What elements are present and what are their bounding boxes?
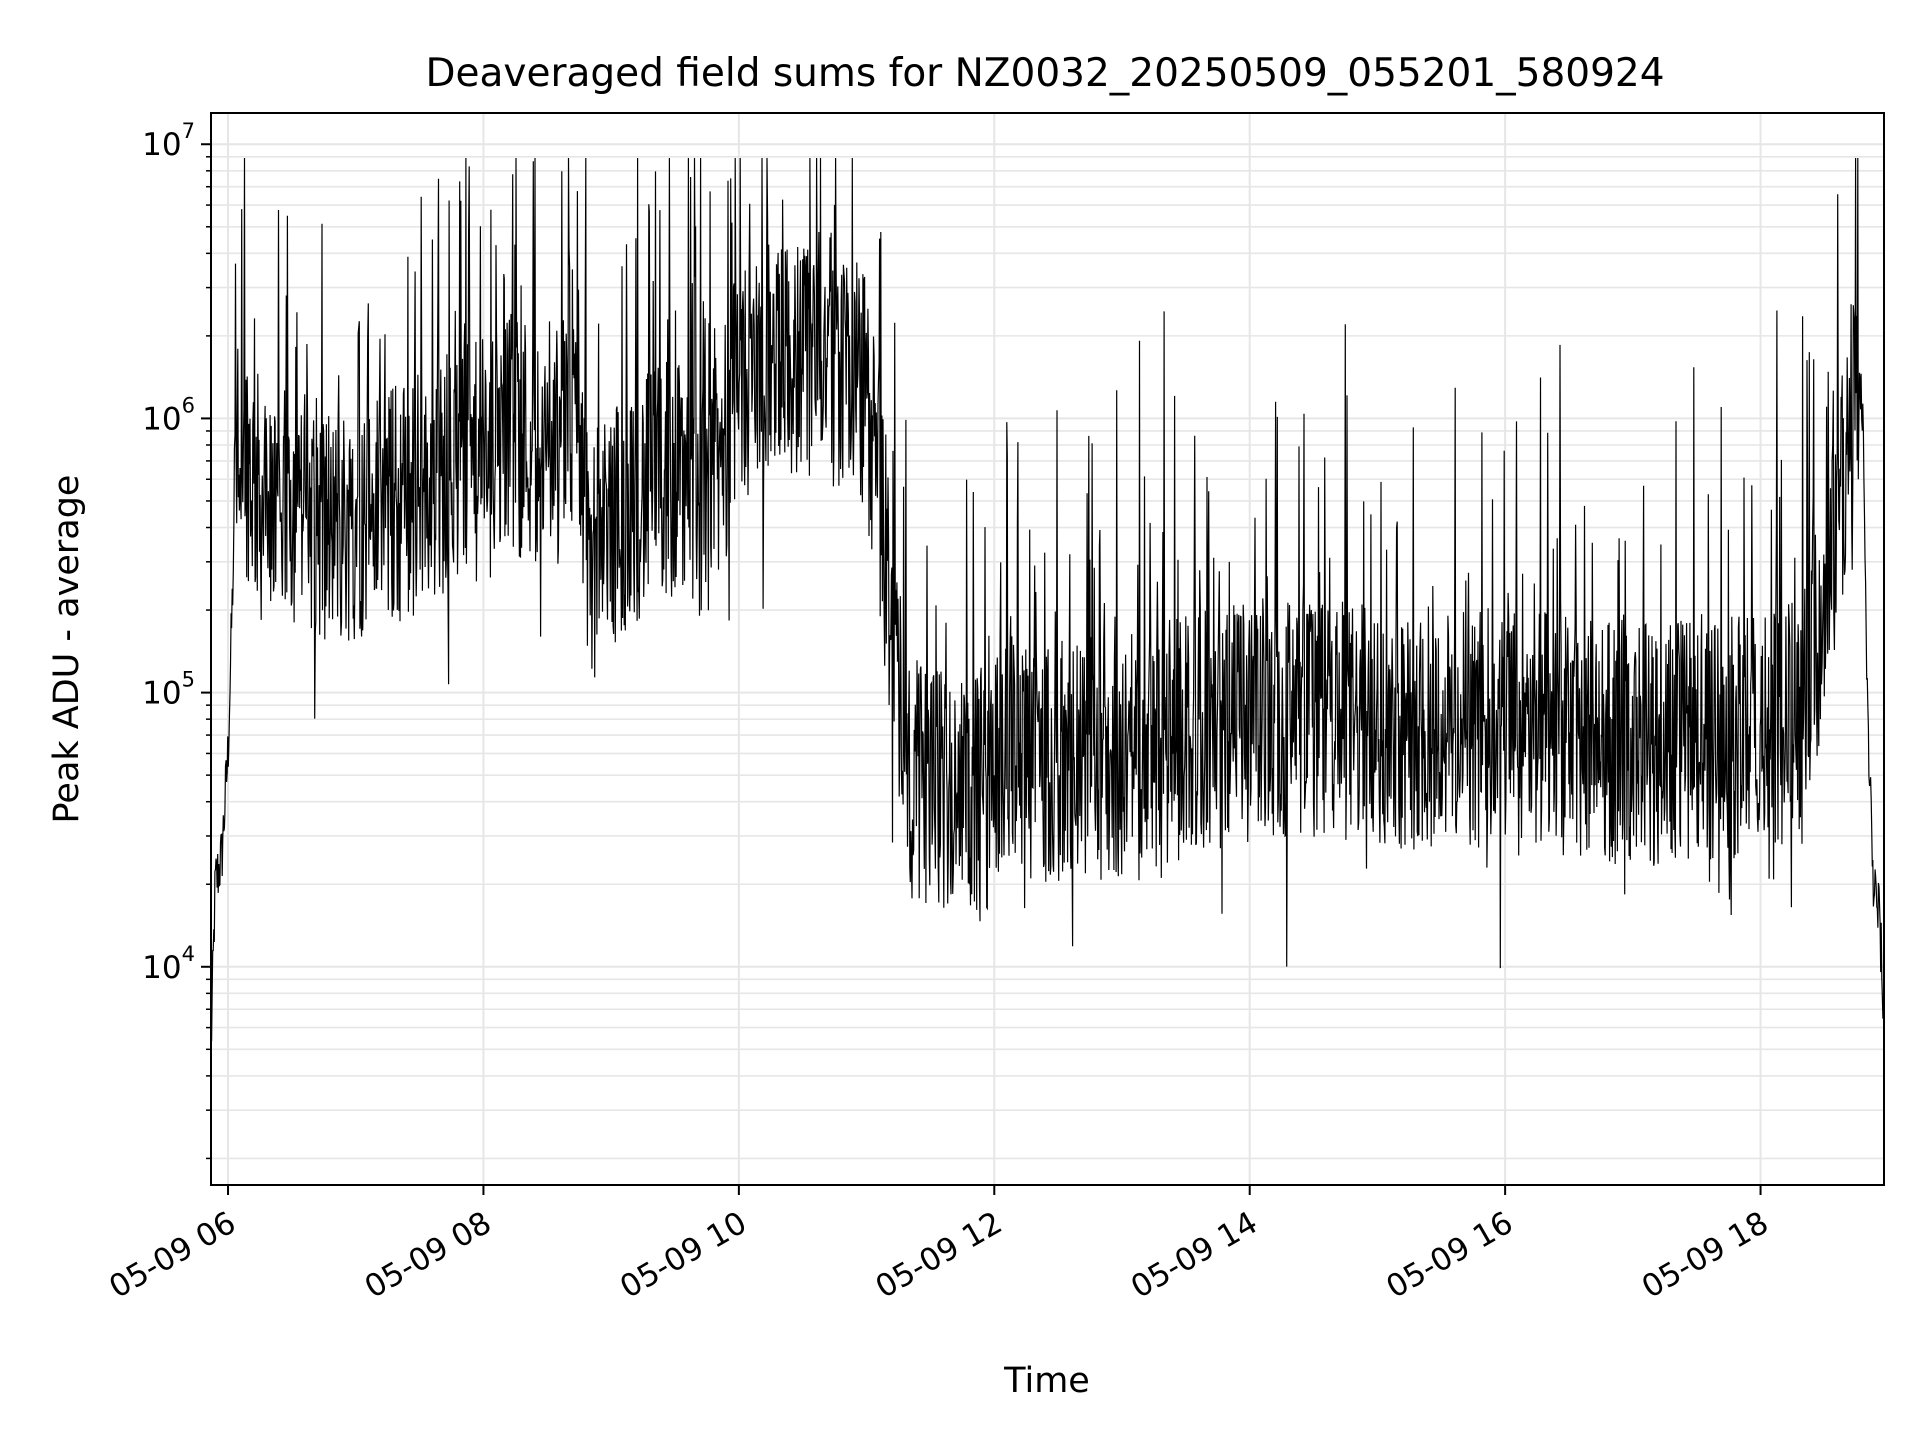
x-tick-label: 05-09 10	[614, 1205, 753, 1306]
y-axis-ticks: 104 105 106 107	[142, 119, 211, 1160]
x-tick-label: 05-09 18	[1636, 1205, 1775, 1306]
chart-title: Deaveraged field sums for NZ0032_2025050…	[425, 51, 1664, 96]
x-axis-ticks: 05-09 06 05-09 08 05-09 10 05-09 12 05-09 14…	[103, 1185, 1775, 1306]
x-tick-label: 05-09 14	[1125, 1205, 1264, 1306]
y-axis-label: Peak ADU - average	[47, 475, 87, 824]
series-group	[210, 157, 1885, 1042]
x-axis-label: Time	[1003, 1361, 1090, 1401]
x-tick-label: 05-09 08	[359, 1205, 498, 1306]
y-tick-label: 106	[142, 393, 195, 437]
grid	[211, 113, 1884, 1185]
y-tick-label: 107	[142, 119, 195, 163]
y-tick-label: 105	[142, 668, 195, 712]
series-line	[210, 157, 1885, 1042]
x-tick-label: 05-09 06	[103, 1205, 242, 1306]
plot-frame	[210, 112, 1885, 1186]
x-tick-label: 05-09 16	[1380, 1205, 1519, 1306]
y-tick-label: 104	[142, 942, 195, 986]
x-tick-label: 05-09 12	[870, 1205, 1009, 1306]
